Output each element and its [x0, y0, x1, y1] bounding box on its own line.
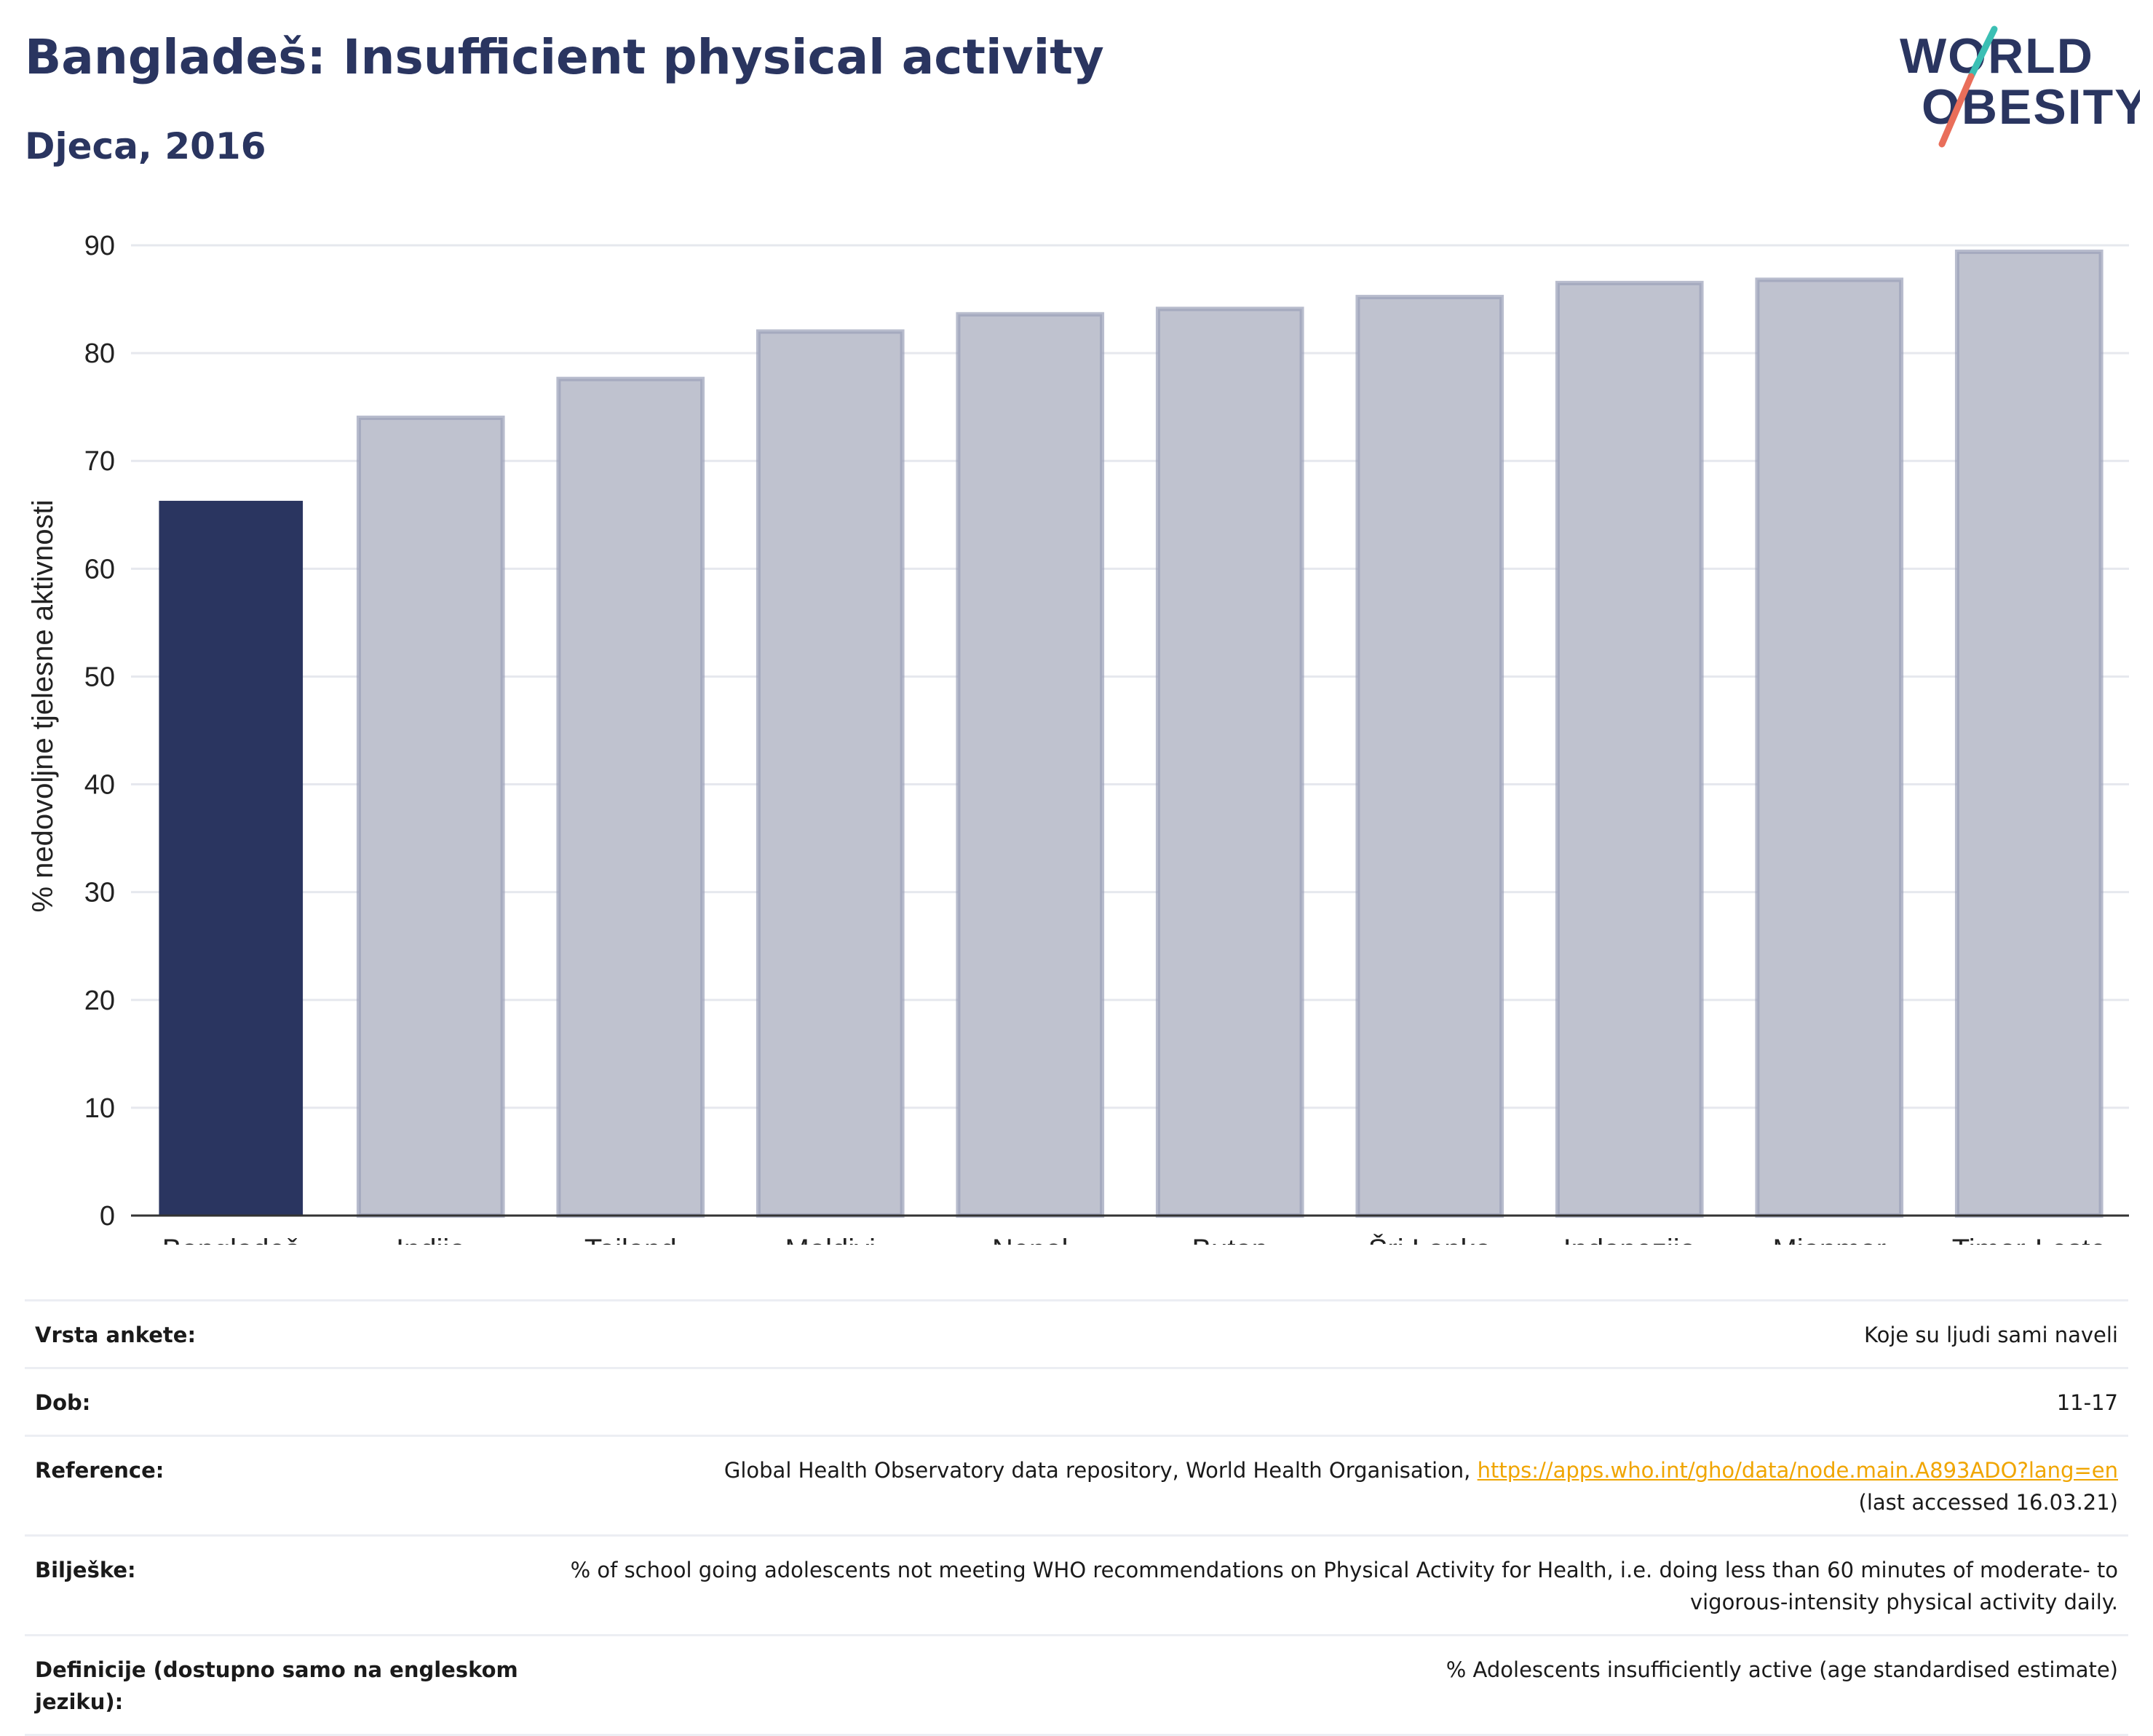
bar-7: [1555, 280, 1704, 1218]
metadata-table: Vrsta ankete: Koje su ljudi sami naveli …: [25, 1299, 2128, 1736]
reference-accessed: (last accessed 16.03.21): [1858, 1490, 2118, 1515]
logo-word-world: WORLD: [1900, 28, 2094, 84]
notes-value: % of school going adolescents not meetin…: [570, 1558, 2118, 1614]
y-tick-label: 0: [100, 1201, 115, 1232]
y-tick-label: 80: [84, 338, 115, 369]
bars: [159, 249, 2104, 1218]
logo-word-obesity: OBESITY: [1922, 79, 2140, 135]
x-tick-label: Tajland: [584, 1234, 677, 1245]
y-tick-label: 60: [84, 554, 115, 584]
reference-value: Global Health Observatory data repositor…: [530, 1454, 2118, 1518]
reference-text: Global Health Observatory data repositor…: [723, 1458, 1478, 1483]
survey-type-row: Vrsta ankete: Koje su ljudi sami naveli: [25, 1299, 2128, 1367]
reference-row: Reference: Global Health Observatory dat…: [25, 1435, 2128, 1534]
x-tick-label: Timor-Leste: [1952, 1234, 2106, 1245]
reference-link[interactable]: https://apps.who.int/gho/data/node.main.…: [1477, 1458, 2118, 1483]
definitions-value: % Adolescents insufficiently active (age…: [1446, 1657, 2118, 1682]
x-tick-label: Nepal: [992, 1234, 1068, 1245]
y-tick-label: 10: [84, 1093, 115, 1124]
reference-label: Reference:: [35, 1458, 164, 1483]
bar-5: [1155, 306, 1304, 1218]
bar-0: [159, 501, 304, 1216]
axes: 0 10 20 30 40 50 60 70 80 90 Bangladeš Indija Tajlan…: [84, 231, 2129, 1245]
y-tick-label: 30: [84, 878, 115, 908]
page-subtitle: Djeca, 2016: [25, 125, 266, 167]
bar-6: [1355, 295, 1504, 1218]
notes-label: Bilješke:: [35, 1558, 136, 1582]
x-tick-label: Maldivi: [785, 1234, 876, 1245]
notes-row: Bilješke: % of school going adolescents …: [25, 1534, 2128, 1634]
age-row: Dob: 11-17: [25, 1367, 2128, 1435]
logo-slash-coral: [1938, 73, 1975, 148]
bar-chart: 0 10 20 30 40 50 60 70 80 90 Bangladeš Indija Tajlan…: [27, 231, 2129, 1245]
x-tick-label: Indonezija: [1563, 1234, 1697, 1245]
age-label: Dob:: [35, 1390, 91, 1415]
x-tick-label: Butan: [1192, 1234, 1268, 1245]
x-tick-label: Indija: [396, 1234, 466, 1245]
bar-9: [1954, 249, 2104, 1218]
y-axis-label: % nedovoljne tjelesne aktivnosti: [27, 499, 59, 912]
x-tick-label: Šri Lanka: [1368, 1233, 1492, 1245]
x-tick-label: Mjanmar: [1772, 1234, 1886, 1245]
y-tick-label: 50: [84, 662, 115, 692]
survey-type-value: Koje su ljudi sami naveli: [1864, 1323, 2118, 1347]
y-tick-label: 90: [84, 231, 115, 261]
world-obesity-logo: WORLD OBESITY: [1900, 25, 2140, 148]
definitions-row: Definicije (dostupno samo na engleskom j…: [25, 1634, 2128, 1736]
page-title: Bangladeš: Insufficient physical activit…: [25, 29, 1104, 85]
survey-type-label: Vrsta ankete:: [35, 1323, 197, 1347]
y-tick-label: 70: [84, 446, 115, 477]
y-tick-label: 40: [84, 770, 115, 801]
bar-3: [756, 329, 905, 1218]
bar-4: [956, 312, 1105, 1218]
bar-2: [556, 376, 705, 1218]
definitions-label: Definicije (dostupno samo na engleskom j…: [35, 1657, 518, 1714]
bar-1: [356, 415, 505, 1218]
logo-slash-teal: [1967, 25, 1998, 80]
y-tick-label: 20: [84, 986, 115, 1016]
x-tick-label: Bangladeš: [162, 1234, 300, 1245]
age-value: 11-17: [2056, 1390, 2118, 1415]
bar-8: [1755, 277, 1904, 1218]
